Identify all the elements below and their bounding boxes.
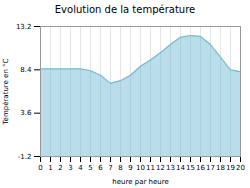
svg-text:11: 11 <box>146 164 155 172</box>
svg-text:heure par heure: heure par heure <box>112 178 168 186</box>
svg-text:1: 1 <box>48 164 52 172</box>
svg-text:Température en °C: Température en °C <box>2 58 10 125</box>
svg-text:18: 18 <box>216 164 225 172</box>
svg-text:10: 10 <box>136 164 145 172</box>
svg-text:4: 4 <box>78 164 83 172</box>
svg-text:15: 15 <box>186 164 195 172</box>
svg-text:16: 16 <box>196 164 205 172</box>
svg-text:12: 12 <box>156 164 165 172</box>
svg-text:13.2: 13.2 <box>16 23 32 31</box>
svg-text:19: 19 <box>226 164 235 172</box>
svg-text:0: 0 <box>38 164 42 172</box>
svg-text:8.4: 8.4 <box>20 66 32 74</box>
svg-text:3.6: 3.6 <box>20 109 32 117</box>
svg-text:9: 9 <box>128 164 132 172</box>
svg-text:2: 2 <box>58 164 62 172</box>
svg-text:6: 6 <box>98 164 103 172</box>
svg-text:14: 14 <box>176 164 185 172</box>
svg-text:3: 3 <box>68 164 72 172</box>
svg-text:-1.2: -1.2 <box>18 153 32 161</box>
svg-text:17: 17 <box>206 164 215 172</box>
svg-text:20: 20 <box>236 164 245 172</box>
svg-text:13: 13 <box>166 164 175 172</box>
html-text:Evolution de la température: Evolution de la température <box>54 4 196 15</box>
svg-text:7: 7 <box>108 164 112 172</box>
svg-text:8: 8 <box>118 164 122 172</box>
svg-text:5: 5 <box>88 164 92 172</box>
